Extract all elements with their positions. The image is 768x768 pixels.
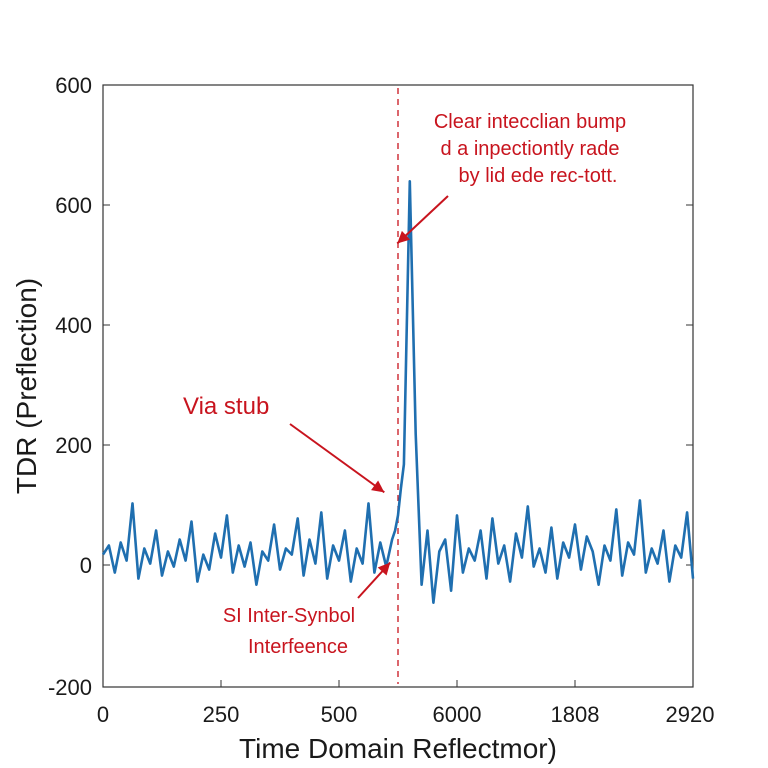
y-tick-label: 200 [55, 433, 92, 458]
annotation-isi: SI Inter-Synbol Interfeence [223, 561, 391, 658]
x-axis-title: Time Domain Reflectmor) [239, 733, 557, 764]
annotation-peak: Clear intecclian bump d a inpectiontly r… [396, 111, 626, 245]
arrow-peak-head [397, 230, 411, 244]
x-tick-label: 1808 [551, 702, 600, 727]
x-tick-label: 6000 [433, 702, 482, 727]
annotation-via-stub-label: Via stub [183, 393, 269, 420]
annotation-peak-line-3: by lid ede rec-tott. [459, 165, 618, 187]
annotation-peak-line-1: Clear intecclian bump [434, 111, 626, 133]
y-tick-label: 600 [55, 73, 92, 98]
x-tick-label: 0 [97, 702, 109, 727]
y-tick-label: 0 [80, 553, 92, 578]
y-axis-title: TDR (Preflection) [11, 278, 42, 494]
x-tick-label: 250 [203, 702, 240, 727]
y-tick-label: 400 [55, 313, 92, 338]
x-tick-label: 2920 [666, 702, 715, 727]
annotation-via-stub: Via stub [183, 393, 385, 494]
series-layer [101, 180, 695, 605]
arrow-isi-head [377, 562, 391, 576]
arrow-via-head [371, 480, 385, 493]
series-line-0 [101, 180, 695, 605]
annotation-peak-line-2: d a inpectiontly rade [440, 138, 619, 160]
x-tick-label: 500 [321, 702, 358, 727]
annotation-via-stub-arrow [289, 423, 385, 494]
plot-area [102, 84, 694, 688]
y-axis: 600 600 400 200 0 -200 [48, 73, 693, 700]
annotation-isi-line-2: Interfeence [248, 636, 348, 658]
y-tick-label: 600 [55, 193, 92, 218]
y-tick-label: -200 [48, 675, 92, 700]
annotation-isi-line-1: SI Inter-Synbol [223, 605, 355, 627]
x-axis: 0 250 500 6000 1808 2920 [97, 680, 715, 727]
